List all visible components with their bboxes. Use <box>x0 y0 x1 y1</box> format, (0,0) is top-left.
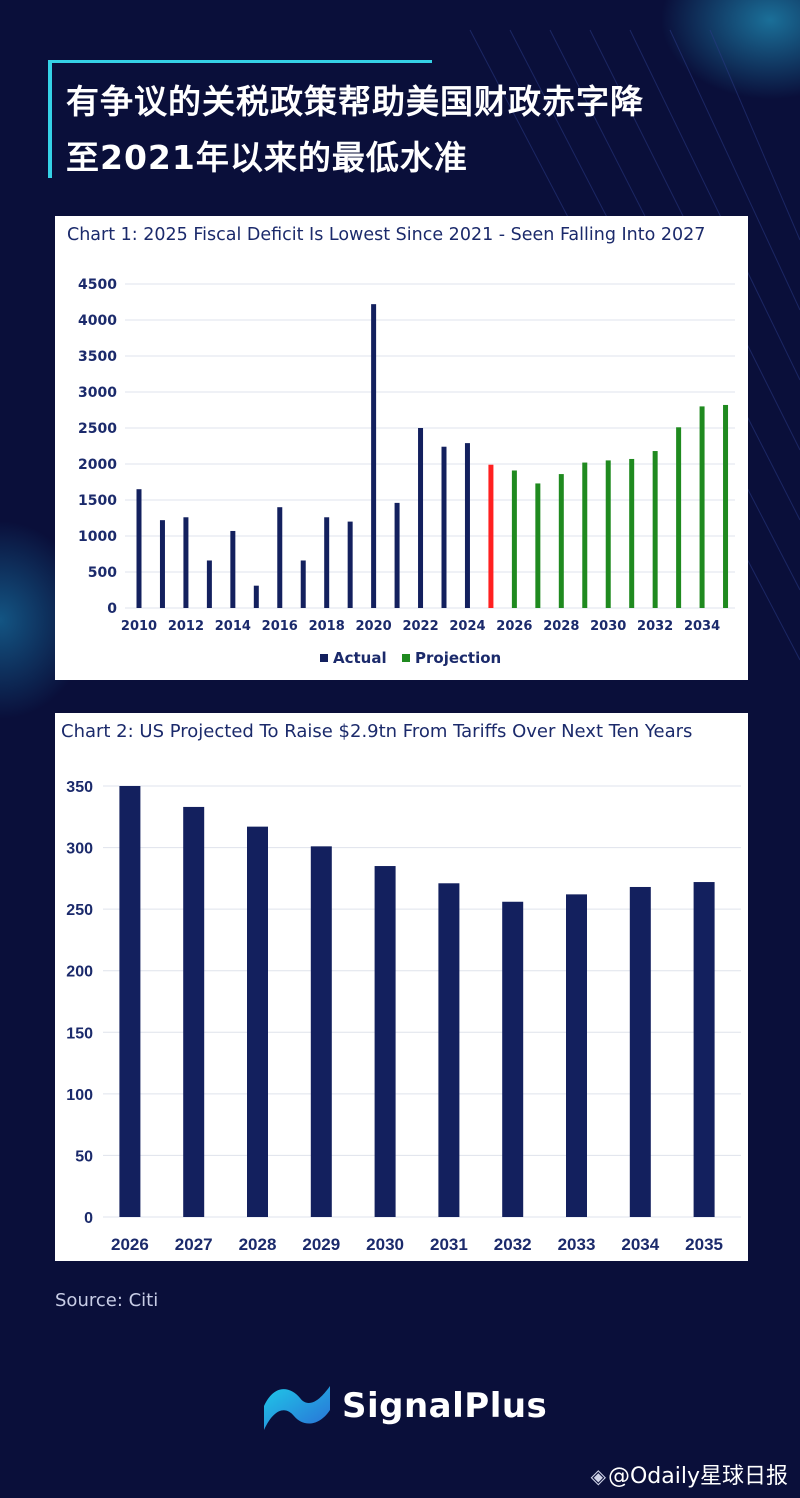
watermark-text: @Odaily星球日报 <box>607 1464 788 1489</box>
chart2-bar <box>629 886 651 1217</box>
chart2-xtick-label: 2026 <box>111 1235 149 1254</box>
chart1-bar <box>464 443 470 608</box>
chart2-bar <box>438 883 460 1217</box>
chart1-bar <box>535 483 541 608</box>
diamond-icon: ◈ <box>590 1464 606 1488</box>
chart1-xtick-label: 2026 <box>496 619 532 634</box>
brand: SignalPlus <box>260 1378 550 1434</box>
chart1-bar <box>699 406 705 608</box>
chart1-xtick-label: 2028 <box>543 619 579 634</box>
chart1-ytick-label: 2000 <box>78 457 117 473</box>
chart1-xtick-label: 2010 <box>121 619 157 634</box>
chart1-bar <box>159 520 165 608</box>
signalplus-logo-icon <box>264 1386 330 1430</box>
chart1-bar <box>582 462 588 608</box>
chart1-bar <box>253 585 259 608</box>
chart1-legend-label: Actual <box>333 649 387 667</box>
chart2-bar <box>502 901 524 1217</box>
chart1-xtick-label: 2032 <box>637 619 673 634</box>
source-note: Source: Citi <box>55 1290 159 1311</box>
page-title-line1: 有争议的关税政策帮助美国财政赤字降 <box>66 82 644 121</box>
chart1-ytick-label: 3500 <box>78 349 117 365</box>
chart2-ytick-label: 350 <box>66 779 93 796</box>
chart2-bar <box>247 826 268 1217</box>
chart1-xtick-label: 2030 <box>590 619 626 634</box>
chart1-legend-label: Projection <box>415 649 501 667</box>
chart1-bar <box>230 530 236 608</box>
chart1-xtick-label: 2022 <box>402 619 438 634</box>
chart2-xtick-label: 2033 <box>558 1235 596 1254</box>
chart1-bar <box>418 428 424 608</box>
chart2-bar <box>566 894 587 1217</box>
chart2-title: Chart 2: US Projected To Raise $2.9tn Fr… <box>61 721 693 742</box>
chart2-xtick-label: 2028 <box>239 1235 277 1254</box>
chart1-bar <box>441 446 447 608</box>
chart2-xtick-label: 2031 <box>430 1235 468 1254</box>
chart2-xtick-label: 2034 <box>621 1235 659 1254</box>
chart1-bar <box>136 489 142 608</box>
chart2-ytick-label: 100 <box>66 1087 93 1104</box>
chart1-ytick-label: 2500 <box>78 421 117 437</box>
chart1-ytick-label: 4000 <box>78 313 117 329</box>
chart2-xtick-label: 2035 <box>685 1235 723 1254</box>
chart2-xtick-label: 2027 <box>175 1235 213 1254</box>
chart2-svg: 0 50 100 150 200 250 300 350 2026 2027 2028 2029 203… <box>66 779 741 1254</box>
chart1-bar <box>558 474 564 608</box>
chart2-panel: Chart 2: US Projected To Raise $2.9tn Fr… <box>55 713 748 1261</box>
page-title-line2: 至2021年以来的最低水准 <box>66 138 468 177</box>
chart1-bar <box>488 464 494 608</box>
chart2-xtick-label: 2029 <box>302 1235 340 1254</box>
chart1-bar <box>629 458 635 608</box>
title-accent-border <box>48 60 748 178</box>
chart2-bar <box>119 786 141 1217</box>
chart1-xtick-label: 2016 <box>262 619 298 634</box>
chart1-bar <box>277 507 283 608</box>
title-accent-line <box>48 60 432 63</box>
chart1-legend-swatch <box>320 654 328 662</box>
chart1-bar <box>371 304 377 608</box>
chart2-ytick-label: 300 <box>66 841 93 858</box>
chart1-xtick-label: 2014 <box>215 619 251 634</box>
chart2-xtick-label: 2030 <box>366 1235 404 1254</box>
chart1-ytick-label: 3000 <box>78 385 117 401</box>
chart1-bar <box>300 560 306 608</box>
page-title: 有争议的关税政策帮助美国财政赤字降 至2021年以来的最低水准 <box>66 74 756 186</box>
chart2-bar <box>693 882 715 1217</box>
brand-name: SignalPlus <box>342 1386 548 1426</box>
watermark: ◈@Odaily星球日报 <box>591 1458 788 1490</box>
chart1-xtick-label: 2034 <box>684 619 720 634</box>
chart1-ytick-label: 1500 <box>78 493 117 509</box>
chart1-bar <box>723 404 729 608</box>
chart2-bar <box>374 866 396 1217</box>
chart1-bar <box>206 560 212 608</box>
chart1-ytick-label: 500 <box>88 565 117 581</box>
chart2-bar <box>310 846 332 1217</box>
chart1-xtick-label: 2020 <box>356 619 392 634</box>
chart1-bar <box>511 470 517 608</box>
chart1-xtick-label: 2012 <box>168 619 204 634</box>
chart1-xtick-label: 2018 <box>309 619 345 634</box>
chart1-bar <box>605 460 611 608</box>
chart1-bar <box>394 502 400 608</box>
chart1-bar <box>324 517 330 608</box>
chart1-ytick-label: 0 <box>107 601 117 617</box>
chart1-legend-swatch <box>402 654 410 662</box>
chart1-bar <box>183 517 189 608</box>
chart1-bar <box>347 521 353 608</box>
chart1-bar <box>676 427 682 608</box>
chart1-ytick-label: 4500 <box>78 277 117 293</box>
chart1-xtick-label: 2024 <box>449 619 485 634</box>
chart1-title: Chart 1: 2025 Fiscal Deficit Is Lowest S… <box>67 225 706 245</box>
chart1-bar <box>652 451 658 608</box>
chart2-ytick-label: 50 <box>75 1148 93 1165</box>
chart2-bar <box>183 806 205 1217</box>
chart2-ytick-label: 250 <box>66 902 93 919</box>
chart2-ytick-label: 150 <box>66 1025 93 1042</box>
chart1-svg: 0 500 1000 1500 2000 2500 3000 3500 4000 4500 2010… <box>78 277 735 667</box>
chart2-xtick-label: 2032 <box>494 1235 532 1254</box>
chart2-ytick-label: 0 <box>84 1210 93 1227</box>
chart1-ytick-label: 1000 <box>78 529 117 545</box>
chart2-ytick-label: 200 <box>66 964 93 981</box>
chart1-panel: Chart 1: 2025 Fiscal Deficit Is Lowest S… <box>55 216 748 680</box>
